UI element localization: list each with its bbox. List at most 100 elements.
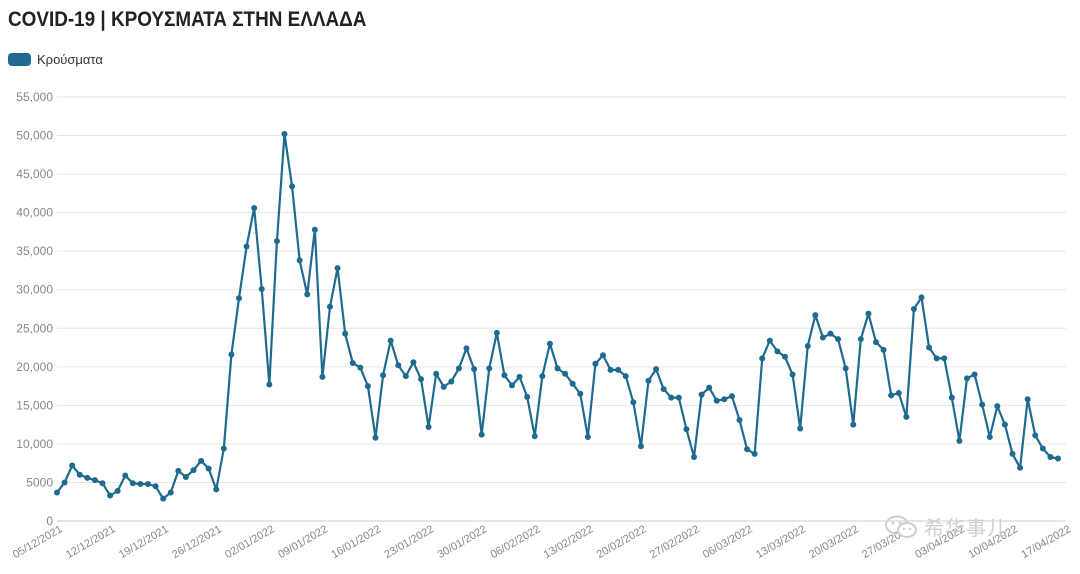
data-point: [1047, 454, 1054, 461]
data-point: [402, 373, 409, 380]
data-point: [243, 243, 250, 250]
data-point: [524, 393, 531, 400]
data-point: [698, 391, 705, 398]
data-point: [471, 366, 478, 373]
data-point: [615, 366, 622, 373]
data-point: [622, 373, 629, 380]
data-point: [152, 483, 159, 490]
data-point: [410, 359, 417, 366]
data-point: [501, 372, 508, 379]
data-point: [668, 394, 675, 401]
data-point: [349, 359, 356, 366]
data-point: [175, 467, 182, 474]
data-point: [812, 312, 819, 319]
data-point: [933, 355, 940, 362]
data-point: [145, 480, 151, 487]
data-point: [213, 486, 220, 493]
legend: Κρούσματα: [8, 52, 103, 67]
y-tick-label: 15,000: [16, 398, 53, 412]
data-point: [114, 487, 121, 494]
data-point: [539, 373, 546, 380]
data-point: [76, 471, 83, 478]
data-point: [979, 401, 986, 408]
data-point: [873, 339, 879, 346]
data-point: [751, 450, 758, 457]
data-point: [546, 340, 553, 347]
data-point: [69, 462, 76, 469]
x-tick-label: 27/02/2022: [648, 523, 702, 561]
data-point: [941, 355, 948, 362]
data-point: [258, 285, 265, 292]
data-point: [364, 383, 371, 390]
data-point: [835, 336, 842, 343]
data-point: [387, 337, 394, 344]
y-tick-label: 20,000: [16, 360, 53, 374]
wechat-icon: [885, 515, 917, 538]
data-point: [1039, 445, 1046, 452]
data-point: [804, 343, 811, 350]
data-point: [706, 384, 713, 391]
data-point: [797, 425, 804, 432]
data-point: [842, 365, 849, 372]
x-tick-label: 02/01/2022: [223, 523, 277, 561]
data-point: [630, 399, 637, 406]
data-point: [266, 381, 273, 388]
y-tick-label: 0: [46, 514, 53, 528]
data-point: [910, 306, 917, 312]
data-point: [584, 433, 591, 440]
data-point: [850, 421, 857, 428]
data-point: [296, 257, 303, 264]
x-tick-label: 06/02/2022: [489, 523, 543, 561]
data-point: [342, 330, 349, 337]
data-point: [888, 392, 895, 399]
data-point: [205, 465, 212, 472]
data-point: [129, 480, 136, 487]
data-point: [956, 437, 963, 444]
x-tick-label: 09/01/2022: [276, 523, 330, 561]
data-point: [653, 366, 660, 373]
data-point: [607, 366, 614, 373]
data-point: [319, 373, 326, 380]
data-point: [1017, 464, 1024, 471]
data-point: [986, 433, 993, 440]
data-point: [683, 426, 690, 433]
legend-swatch: [8, 53, 31, 66]
data-point: [107, 492, 114, 499]
data-point: [395, 362, 402, 369]
x-tick-label: 05/12/2021: [11, 523, 65, 561]
data-point: [660, 386, 667, 393]
data-point: [994, 403, 1001, 410]
chart-title: COVID-19 | ΚΡΟΥΣΜΑΤΑ ΣΤΗΝ ΕΛΛΑΔΑ: [8, 8, 367, 31]
data-point: [971, 371, 978, 378]
x-tick-label: 23/01/2022: [382, 523, 436, 561]
data-point: [167, 489, 174, 496]
data-point: [637, 443, 644, 450]
data-point: [744, 446, 751, 453]
x-tick-label: 20/02/2022: [595, 523, 649, 561]
data-point: [516, 373, 523, 380]
data-point: [675, 394, 682, 401]
data-point: [736, 417, 743, 424]
y-tick-label: 40,000: [16, 206, 53, 220]
data-point: [327, 303, 333, 310]
data-point: [463, 345, 470, 352]
y-tick-label: 10,000: [16, 437, 53, 451]
data-point: [1009, 450, 1016, 457]
data-point: [865, 310, 872, 317]
x-tick-label: 13/02/2022: [542, 523, 596, 561]
data-point: [334, 265, 341, 272]
data-point: [281, 131, 288, 138]
data-point: [569, 380, 576, 387]
data-point: [311, 226, 318, 233]
data-point: [220, 445, 227, 452]
data-point: [380, 372, 387, 379]
x-tick-label: 16/01/2022: [329, 523, 383, 561]
data-point: [433, 370, 440, 377]
y-tick-label: 55,000: [16, 90, 53, 104]
data-point: [554, 365, 561, 372]
data-point: [948, 394, 955, 401]
data-point: [562, 370, 569, 377]
y-tick-label: 45,000: [16, 167, 53, 181]
data-point: [372, 434, 379, 441]
